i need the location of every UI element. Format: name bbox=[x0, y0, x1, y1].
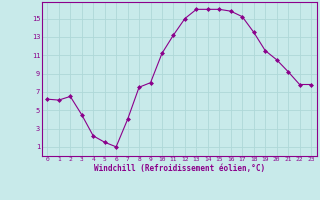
X-axis label: Windchill (Refroidissement éolien,°C): Windchill (Refroidissement éolien,°C) bbox=[94, 164, 265, 173]
